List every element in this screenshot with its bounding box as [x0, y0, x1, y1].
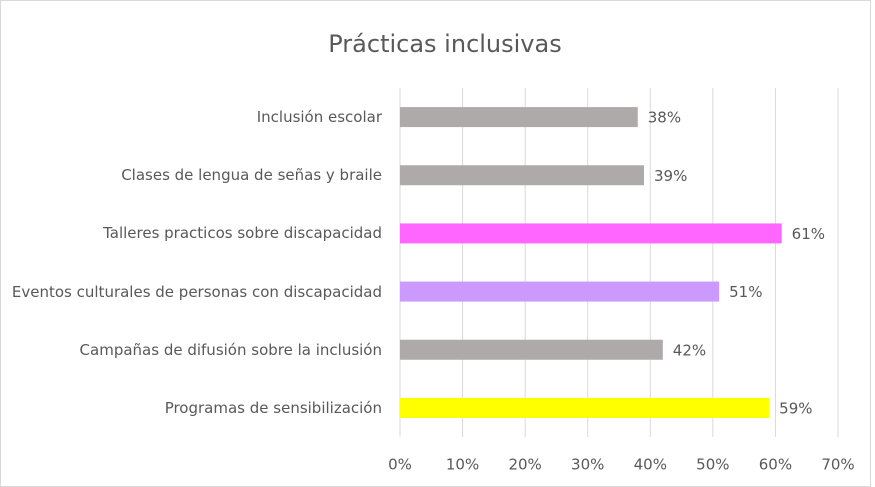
data-label: 61% [792, 225, 825, 243]
chart-title: Prácticas inclusivas [328, 30, 561, 58]
x-tick-label: 30% [571, 456, 604, 474]
bar [400, 165, 645, 186]
y-tick-label: Clases de lengua de señas y braile [121, 166, 382, 185]
bar [400, 339, 663, 360]
data-label: 38% [648, 109, 681, 127]
data-label: 39% [654, 167, 687, 185]
data-label: 42% [673, 341, 706, 359]
x-tick-label: 10% [446, 456, 479, 474]
x-tick-label: 0% [388, 456, 412, 474]
y-tick-label: Inclusión escolar [256, 108, 382, 127]
x-tick-label: 60% [759, 456, 792, 474]
data-label: 59% [779, 399, 812, 417]
y-tick-label: Campañas de difusión sobre la inclusión [79, 340, 382, 359]
bar [400, 223, 782, 244]
y-tick-label: Programas de sensibilización [164, 398, 382, 417]
bar [400, 107, 638, 128]
y-tick-label: Talleres practicos sobre discapacidad [103, 224, 382, 243]
x-tick-label: 20% [508, 456, 541, 474]
bar [400, 397, 770, 418]
y-tick-label: Eventos culturales de personas con disca… [11, 282, 382, 301]
data-label: 51% [729, 283, 762, 301]
x-tick-label: 40% [634, 456, 667, 474]
bar [400, 281, 720, 302]
x-tick-label: 70% [821, 456, 854, 474]
x-tick-label: 50% [696, 456, 729, 474]
